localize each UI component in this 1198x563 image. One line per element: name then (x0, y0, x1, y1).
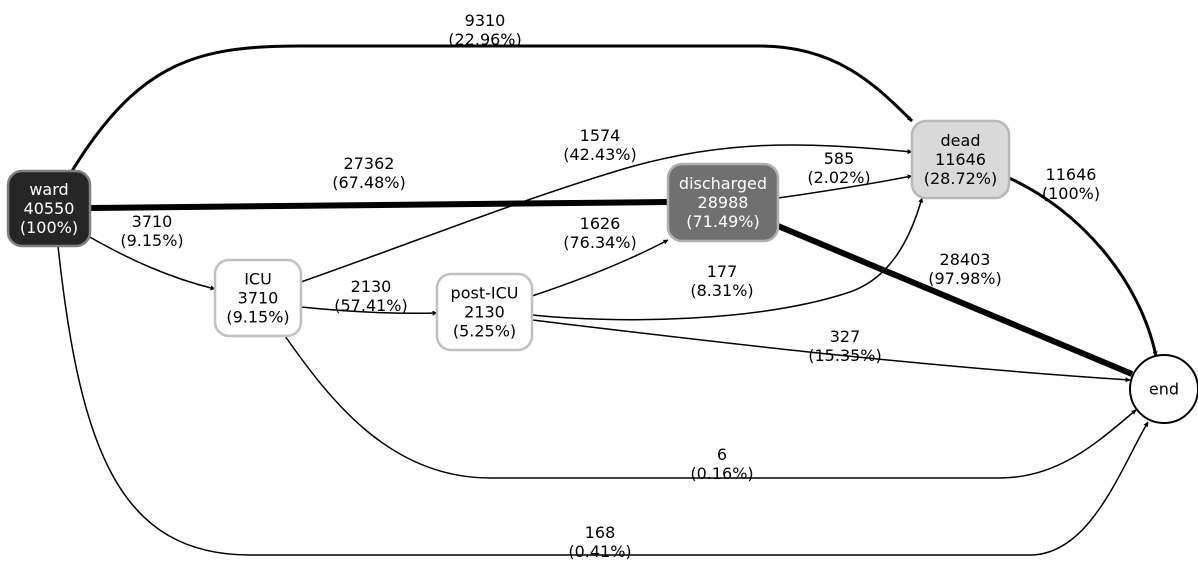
edge-count-text: 27362 (344, 154, 395, 173)
edge-icu-dead (300, 144, 913, 283)
node-text-line: dead (941, 131, 981, 150)
node-text-line: ICU (244, 270, 272, 289)
edge-label-ward-dead: 9310(22.96%) (448, 11, 522, 49)
edge-count-text: 9310 (465, 11, 506, 30)
node-shape (1129, 354, 1198, 424)
edge-count-text: 177 (707, 262, 738, 281)
edge-count-text: 585 (824, 149, 855, 168)
node-text-line: (71.49%) (686, 212, 760, 231)
edge-percent-text: (42.43%) (563, 145, 637, 164)
edge-label-post_icu-discharged: 1626(76.34%) (563, 214, 637, 252)
edge-label-dead-end: 11646(100%) (1042, 165, 1100, 203)
edge-post_icu-discharged (531, 239, 669, 297)
node-text-line: ward (29, 180, 68, 199)
edge-label-discharged-end: 28403(97.98%) (928, 250, 1002, 288)
edge-post_icu-end (531, 319, 1131, 383)
node-text-line: 3710 (238, 289, 279, 308)
edge-count-text: 1626 (580, 214, 621, 233)
edge-ward-icu (87, 235, 216, 291)
node-shape (910, 119, 1011, 200)
node-shape (213, 258, 303, 338)
edge-label-ward-end: 168(0.41%) (568, 523, 631, 561)
edge-discharged-dead (777, 174, 913, 199)
edge-percent-text: (9.15%) (120, 231, 183, 250)
node-text-line: 28988 (698, 193, 749, 212)
edge-percent-text: (0.16%) (690, 464, 753, 483)
edge-label-ward-discharged: 27362(67.48%) (332, 154, 406, 192)
node-shape (666, 162, 780, 243)
edge-count-text: 3710 (132, 212, 173, 231)
edge-count-text: 1574 (580, 126, 621, 145)
edge-percent-text: (57.41%) (334, 296, 408, 315)
edge-label-post_icu-dead: 177(8.31%) (690, 262, 753, 300)
edge-dead-end (1008, 176, 1158, 357)
edge-count-text: 168 (585, 523, 616, 542)
edge-label-icu-dead: 1574(42.43%) (563, 126, 637, 164)
edge-count-text: 6 (717, 445, 727, 464)
edge-percent-text: (22.96%) (448, 30, 522, 49)
node-text-line: (100%) (20, 218, 78, 237)
edge-label-icu-end: 6(0.16%) (690, 445, 753, 483)
node-shape (435, 272, 534, 352)
edge-percent-text: (100%) (1042, 184, 1100, 203)
edge-percent-text: (0.41%) (568, 542, 631, 561)
node-text-line: 40550 (24, 199, 75, 218)
edge-percent-text: (76.34%) (563, 233, 637, 252)
edge-ward-discharged (89, 199, 669, 211)
node-text-line: 11646 (935, 150, 986, 169)
edge-discharged-end (776, 223, 1134, 377)
edge-percent-text: (67.48%) (332, 173, 406, 192)
edge-count-text: 11646 (1046, 165, 1097, 184)
edge-post_icu-dead (531, 197, 924, 321)
edge-count-text: 327 (830, 327, 861, 346)
node-end: end (1129, 354, 1198, 424)
edge-count-text: 28403 (940, 250, 991, 269)
edge-percent-text: (97.98%) (928, 269, 1002, 288)
edge-icu-end (284, 335, 1137, 479)
edge-percent-text: (2.02%) (807, 168, 870, 187)
node-text-line: (5.25%) (453, 322, 516, 341)
edge-ward-end (57, 245, 1149, 556)
node-text-line: end (1149, 380, 1179, 399)
node-text-line: (9.15%) (226, 308, 289, 327)
edge-percent-text: (15.35%) (808, 346, 882, 365)
edge-label-post_icu-end: 327(15.35%) (808, 327, 882, 365)
node-text-line: discharged (679, 174, 767, 193)
node-text-line: (28.72%) (924, 169, 998, 188)
edge-icu-post_icu (300, 306, 438, 316)
node-text-line: 2130 (464, 303, 505, 322)
edge-label-discharged-dead: 585(2.02%) (807, 149, 870, 187)
edge-percent-text: (8.31%) (690, 281, 753, 300)
node-text-line: post-ICU (451, 284, 519, 303)
node-shape (6, 169, 92, 248)
edge-label-icu-post_icu: 2130(57.41%) (334, 277, 408, 315)
edge-count-text: 2130 (351, 277, 392, 296)
edge-ward-dead (70, 44, 914, 172)
edge-label-ward-icu: 3710(9.15%) (120, 212, 183, 250)
